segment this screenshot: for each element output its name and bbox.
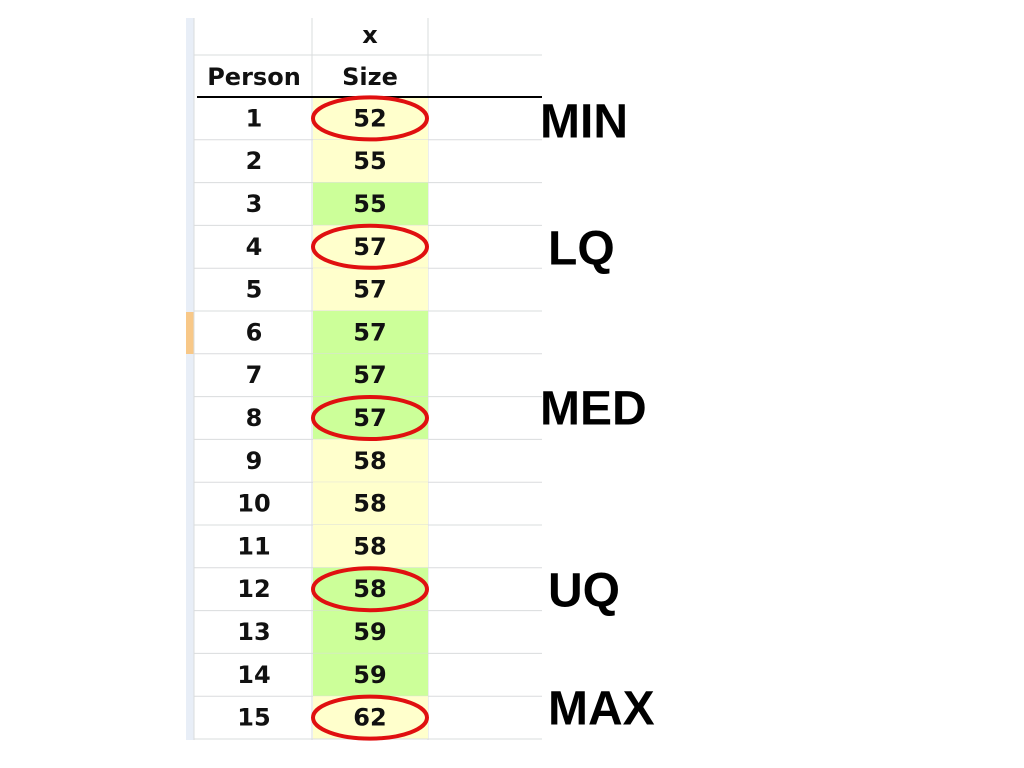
size-cell-fill	[313, 182, 428, 226]
cell: 6	[246, 318, 263, 346]
cell: 57	[353, 361, 386, 389]
highlight-ellipse	[311, 694, 429, 741]
highlight-ellipse	[311, 566, 429, 613]
cell: 14	[237, 661, 270, 689]
cell: 1	[246, 104, 263, 132]
cell: 52	[353, 104, 386, 132]
highlight-ellipse	[311, 223, 429, 270]
highlight-ellipse	[311, 395, 429, 441]
size-cell-fill	[313, 439, 428, 483]
size-cell-fill	[313, 268, 428, 311]
size-cell-fill	[313, 525, 428, 568]
size-cell-fill	[313, 482, 428, 525]
cell: 13	[237, 618, 270, 646]
cell: 15	[237, 704, 270, 732]
cell: 7	[246, 361, 263, 389]
cell: 57	[353, 404, 386, 432]
cell: 10	[237, 490, 270, 518]
cell: 57	[353, 233, 386, 261]
size-cell-fill	[313, 353, 428, 397]
annotation: LQ	[548, 223, 615, 276]
cell: 11	[237, 532, 270, 560]
column-header: Size	[342, 63, 398, 91]
column-header: Person	[207, 63, 301, 91]
cell: 59	[353, 618, 386, 646]
cell: 9	[246, 447, 263, 475]
cell: 3	[246, 190, 263, 218]
cell: 58	[353, 490, 386, 518]
highlight-ellipse	[311, 95, 429, 142]
row-header-strip	[186, 18, 194, 740]
cell: 57	[353, 276, 386, 304]
row-header-selected	[186, 312, 194, 354]
cell: 62	[353, 704, 386, 732]
cell: 58	[353, 447, 386, 475]
size-cell-fill	[313, 653, 428, 697]
cell: 58	[353, 575, 386, 603]
cell: 5	[246, 276, 263, 304]
annotation: MIN	[540, 96, 628, 149]
cell: 58	[353, 532, 386, 560]
cell: 57	[353, 318, 386, 346]
cell: 59	[353, 661, 386, 689]
cell: 55	[353, 190, 386, 218]
annotation: UQ	[548, 565, 620, 618]
top-header: x	[362, 21, 378, 49]
size-cell-fill	[313, 610, 428, 654]
size-cell-fill	[313, 311, 428, 354]
cell: 12	[237, 575, 270, 603]
cell: 4	[246, 233, 263, 261]
cell: 2	[246, 147, 263, 175]
size-cell-fill	[313, 139, 428, 183]
annotation: MAX	[548, 683, 655, 736]
annotation: MED	[540, 383, 647, 436]
cell: 55	[353, 147, 386, 175]
cell: 8	[246, 404, 263, 432]
